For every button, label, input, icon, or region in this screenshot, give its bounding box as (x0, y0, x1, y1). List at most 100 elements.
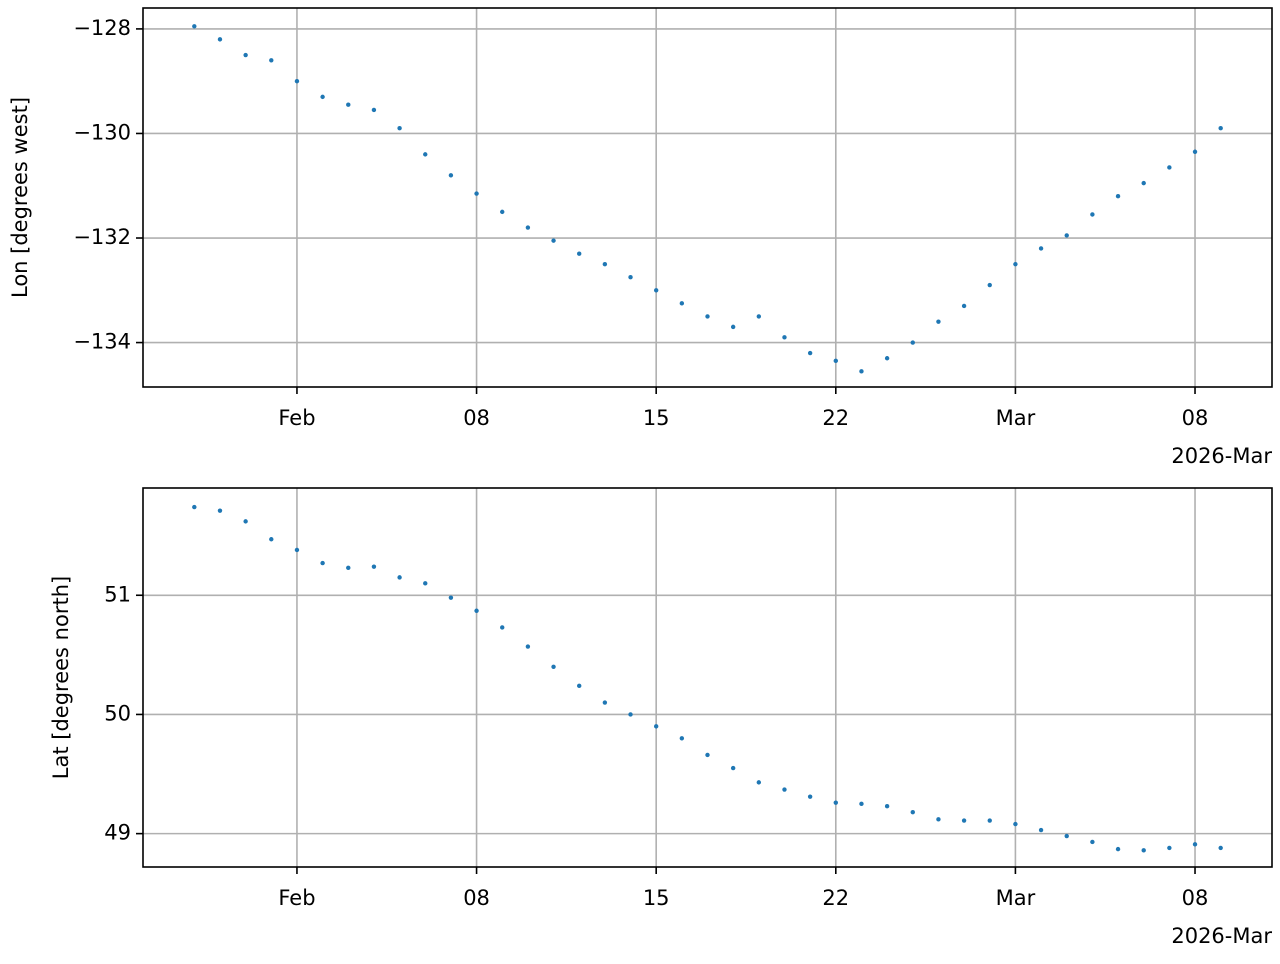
point (628, 712, 633, 717)
point (1115, 846, 1121, 852)
x-tick-label: Mar (996, 886, 1036, 910)
point (269, 537, 274, 542)
point (243, 519, 248, 524)
point (730, 324, 736, 330)
point (782, 787, 787, 792)
point (961, 818, 967, 823)
point (602, 261, 608, 267)
point (859, 801, 864, 807)
point (756, 314, 762, 319)
point (730, 765, 736, 771)
point (397, 126, 402, 131)
point (474, 608, 479, 613)
point (807, 350, 813, 356)
point (1090, 212, 1095, 217)
point (987, 818, 992, 823)
point (910, 340, 915, 345)
y-tick-label: 49 (104, 821, 131, 845)
point (192, 24, 197, 29)
plot-frame (142, 7, 1273, 388)
x-offset-label: 2026-Mar (1171, 924, 1272, 948)
point (1141, 180, 1146, 186)
point (653, 724, 659, 729)
point (679, 301, 685, 306)
x-offset-label: 2026-Mar (1171, 444, 1272, 468)
y-axis-label: Lat [degrees north] (49, 576, 73, 779)
point (346, 102, 351, 107)
point (1192, 842, 1198, 847)
x-tick-label: 22 (822, 406, 849, 430)
point (1064, 233, 1069, 238)
x-tick-label: 08 (1182, 886, 1209, 910)
point (1013, 261, 1018, 267)
point (192, 504, 197, 510)
point (987, 282, 992, 288)
point (525, 225, 531, 230)
x-tick-label: 15 (643, 406, 670, 430)
point (551, 664, 556, 669)
point (833, 800, 838, 805)
point (1090, 839, 1095, 845)
point (423, 152, 428, 157)
point (448, 173, 454, 178)
point (1013, 821, 1018, 827)
point (269, 58, 274, 63)
point (217, 37, 223, 42)
point (1038, 246, 1044, 251)
x-tick-label: 22 (822, 886, 849, 910)
point (756, 780, 762, 785)
point (884, 356, 890, 361)
point (961, 303, 967, 309)
point (936, 319, 941, 324)
point (1218, 126, 1223, 131)
point (782, 335, 787, 340)
point (500, 209, 505, 215)
point (1167, 165, 1172, 170)
point (320, 560, 325, 566)
point (1064, 833, 1069, 839)
point (602, 700, 608, 705)
y-tick-label: −134 (73, 330, 131, 354)
x-tick-label: 08 (463, 406, 490, 430)
point (346, 565, 351, 571)
point (500, 625, 505, 630)
point (577, 683, 582, 689)
point (833, 358, 838, 364)
y-tick-label: −130 (73, 120, 131, 144)
x-tick-label: Feb (278, 406, 315, 430)
x-tick-label: 15 (643, 886, 670, 910)
point (320, 94, 325, 100)
point (910, 809, 915, 815)
x-tick-label: Mar (996, 406, 1036, 430)
point (1141, 848, 1146, 853)
y-tick-label: −132 (73, 225, 131, 249)
y-tick-label: −128 (73, 16, 131, 40)
plot-frame (142, 487, 1273, 868)
point (294, 78, 300, 84)
y-tick-label: 50 (104, 701, 131, 725)
point (1038, 827, 1044, 833)
point (1167, 845, 1172, 851)
point (653, 288, 659, 293)
point (628, 275, 633, 280)
point (243, 52, 248, 58)
point (807, 794, 813, 799)
point (371, 564, 377, 569)
point (474, 191, 479, 196)
point (423, 581, 428, 586)
point (525, 644, 531, 649)
point (448, 595, 454, 600)
point (705, 752, 710, 758)
point (859, 369, 864, 374)
point (705, 314, 710, 319)
point (294, 547, 300, 553)
point (551, 238, 556, 243)
y-axis-label: Lon [degrees west] (8, 97, 32, 298)
point (884, 804, 890, 809)
point (1192, 149, 1198, 154)
x-tick-label: 08 (1182, 406, 1209, 430)
point (1115, 193, 1121, 199)
x-tick-label: 08 (463, 886, 490, 910)
point (679, 736, 685, 741)
